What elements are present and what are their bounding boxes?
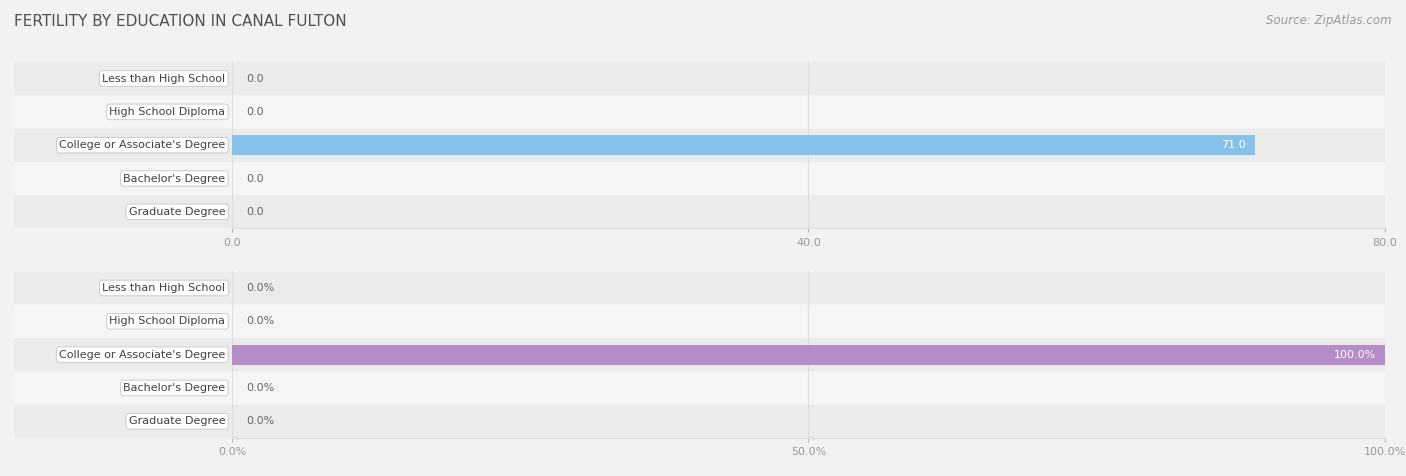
Text: Bachelor's Degree: Bachelor's Degree — [124, 383, 225, 393]
Text: 0.0%: 0.0% — [246, 283, 274, 293]
Bar — [232, 305, 1385, 337]
Bar — [232, 338, 1385, 371]
Text: Graduate Degree: Graduate Degree — [129, 207, 225, 217]
Text: 0.0%: 0.0% — [246, 316, 274, 327]
Text: 0.0: 0.0 — [246, 107, 263, 117]
Bar — [232, 272, 1385, 304]
Text: Graduate Degree: Graduate Degree — [129, 416, 225, 426]
Bar — [14, 338, 232, 371]
Text: High School Diploma: High School Diploma — [110, 107, 225, 117]
Text: 0.0%: 0.0% — [246, 383, 274, 393]
Bar — [14, 372, 232, 404]
Text: Source: ZipAtlas.com: Source: ZipAtlas.com — [1267, 14, 1392, 27]
Bar — [232, 162, 1385, 195]
Text: 0.0: 0.0 — [246, 207, 263, 217]
Text: 0.0: 0.0 — [246, 173, 263, 184]
Bar — [232, 196, 1385, 228]
Text: College or Associate's Degree: College or Associate's Degree — [59, 140, 225, 150]
Text: 0.0: 0.0 — [246, 73, 263, 84]
Bar — [232, 96, 1385, 128]
Bar — [14, 405, 232, 437]
Bar — [232, 372, 1385, 404]
Text: Less than High School: Less than High School — [103, 283, 225, 293]
Text: FERTILITY BY EDUCATION IN CANAL FULTON: FERTILITY BY EDUCATION IN CANAL FULTON — [14, 14, 347, 30]
Bar — [14, 96, 232, 128]
Bar — [232, 135, 1256, 155]
Text: High School Diploma: High School Diploma — [110, 316, 225, 327]
Bar — [14, 62, 232, 95]
Text: 0.0%: 0.0% — [246, 416, 274, 426]
Bar — [14, 305, 232, 337]
Text: College or Associate's Degree: College or Associate's Degree — [59, 349, 225, 360]
Text: Bachelor's Degree: Bachelor's Degree — [124, 173, 225, 184]
Bar — [14, 196, 232, 228]
Text: 100.0%: 100.0% — [1333, 349, 1375, 360]
Bar — [14, 129, 232, 161]
Bar — [232, 62, 1385, 95]
Text: 71.0: 71.0 — [1222, 140, 1246, 150]
Bar — [232, 129, 1385, 161]
Bar — [232, 405, 1385, 437]
Text: Less than High School: Less than High School — [103, 73, 225, 84]
Bar — [14, 162, 232, 195]
Bar — [232, 345, 1385, 365]
Bar — [14, 272, 232, 304]
